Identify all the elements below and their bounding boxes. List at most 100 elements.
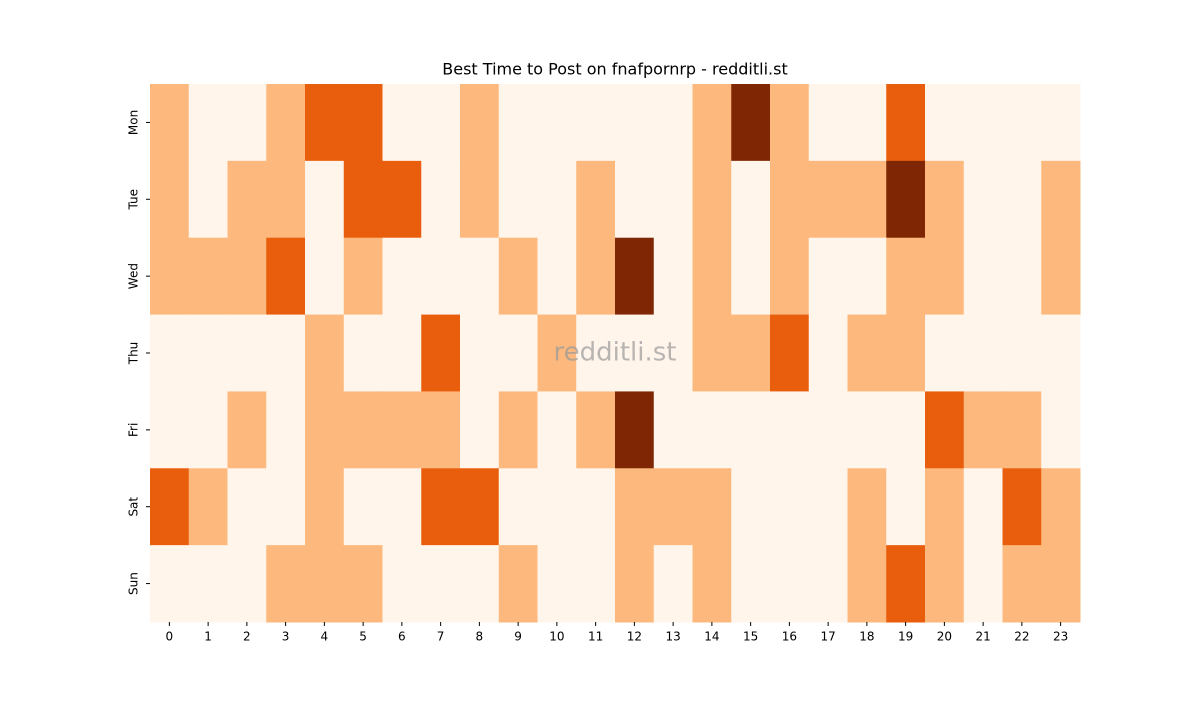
heatmap-cell: [382, 545, 422, 623]
heatmap-cell: [421, 237, 461, 316]
heatmap-cell: [731, 468, 771, 546]
heatmap-cell: [847, 237, 887, 316]
heatmap-cell: [460, 160, 500, 239]
heatmap-cell: [886, 84, 926, 162]
heatmap-cell: [343, 84, 383, 162]
x-tick-label: 2: [243, 630, 251, 644]
heatmap-cell: [731, 237, 771, 316]
heatmap-cell: [188, 84, 228, 162]
heatmap-cell: [770, 160, 810, 239]
x-tick-label: 8: [476, 630, 484, 644]
heatmap-cell: [1002, 391, 1042, 469]
heatmap-cell: [1041, 84, 1081, 162]
heatmap-cell: [576, 237, 616, 316]
heatmap-cell: [150, 237, 190, 316]
x-tick-label: 11: [588, 630, 603, 644]
x-tick-label: 13: [665, 630, 680, 644]
heatmap-cell: [305, 314, 345, 392]
heatmap-cell: [1002, 314, 1042, 392]
heatmap-cell: [615, 391, 655, 469]
heatmap-cell: [1002, 237, 1042, 316]
heatmap-cell: [808, 160, 848, 239]
heatmap-cell: [343, 545, 383, 623]
heatmap-cell: [808, 237, 848, 316]
heatmap-cell: [188, 468, 228, 546]
heatmap-cell: [305, 468, 345, 546]
heatmap-cell: [227, 314, 267, 392]
heatmap-cell: [266, 314, 306, 392]
x-tick-label: 6: [398, 630, 406, 644]
heatmap-cell: [731, 545, 771, 623]
heatmap-cell: [266, 160, 306, 239]
x-tick-label: 3: [282, 630, 290, 644]
heatmap-cell: [343, 160, 383, 239]
heatmap-cell: [653, 237, 693, 316]
y-tick-label: Fri: [127, 423, 141, 437]
heatmap-cell: [731, 314, 771, 392]
heatmap-cell: [537, 391, 577, 469]
heatmap-cell: [886, 468, 926, 546]
heatmap-cell: [692, 84, 732, 162]
heatmap-cell: [1041, 468, 1081, 546]
x-tick-label: 23: [1053, 630, 1068, 644]
heatmap-cell: [460, 391, 500, 469]
heatmap-cell: [188, 160, 228, 239]
heatmap-cell: [808, 84, 848, 162]
x-tick-label: 19: [898, 630, 913, 644]
heatmap-cell: [847, 391, 887, 469]
heatmap-cell: [692, 545, 732, 623]
heatmap-cell: [886, 237, 926, 316]
heatmap-cell: [382, 468, 422, 546]
heatmap-cell: [731, 160, 771, 239]
heatmap-cell: [150, 160, 190, 239]
heatmap-cell: [1041, 314, 1081, 392]
heatmap-cell: [576, 84, 616, 162]
y-tick-label: Mon: [127, 110, 141, 135]
heatmap-cell: [653, 545, 693, 623]
heatmap-cell: [227, 468, 267, 546]
heatmap-cell: [305, 84, 345, 162]
heatmap-cell: [460, 468, 500, 546]
heatmap-cell: [382, 391, 422, 469]
heatmap-cell: [731, 391, 771, 469]
heatmap-cell: [886, 160, 926, 239]
heatmap-cell: [188, 391, 228, 469]
heatmap-cell: [963, 237, 1003, 316]
watermark: redditli.st: [554, 338, 677, 368]
heatmap-cell: [653, 160, 693, 239]
heatmap-cell: [731, 84, 771, 162]
heatmap-cell: [188, 314, 228, 392]
heatmap-cell: [421, 160, 461, 239]
heatmap-cell: [808, 468, 848, 546]
heatmap-cell: [382, 160, 422, 239]
heatmap-cell: [421, 391, 461, 469]
x-tick-label: 10: [549, 630, 564, 644]
y-tick-label: Tue: [127, 189, 141, 211]
heatmap-cell: [498, 160, 538, 239]
heatmap-cell: [460, 314, 500, 392]
heatmap-cell: [537, 314, 577, 392]
x-tick-label: 4: [321, 630, 329, 644]
heatmap-cell: [266, 84, 306, 162]
heatmap-cell: [1002, 84, 1042, 162]
heatmap-cell: [847, 468, 887, 546]
heatmap-cell: [188, 545, 228, 623]
heatmap-cell: [498, 391, 538, 469]
heatmap-cell: [653, 391, 693, 469]
heatmap-cell: [227, 84, 267, 162]
heatmap-cell: [886, 391, 926, 469]
heatmap-cell: [460, 237, 500, 316]
x-tick-label: 22: [1014, 630, 1029, 644]
heatmap-cell: [460, 545, 500, 623]
heatmap-cell: [421, 468, 461, 546]
heatmap-cell: [382, 237, 422, 316]
heatmap-cell: [615, 84, 655, 162]
heatmap-cell: [576, 545, 616, 623]
heatmap-cell: [963, 84, 1003, 162]
y-tick-label: Sat: [127, 497, 141, 517]
heatmap-cell: [615, 468, 655, 546]
x-tick-label: 9: [514, 630, 522, 644]
heatmap-cell: [537, 545, 577, 623]
heatmap-cell: [925, 391, 965, 469]
